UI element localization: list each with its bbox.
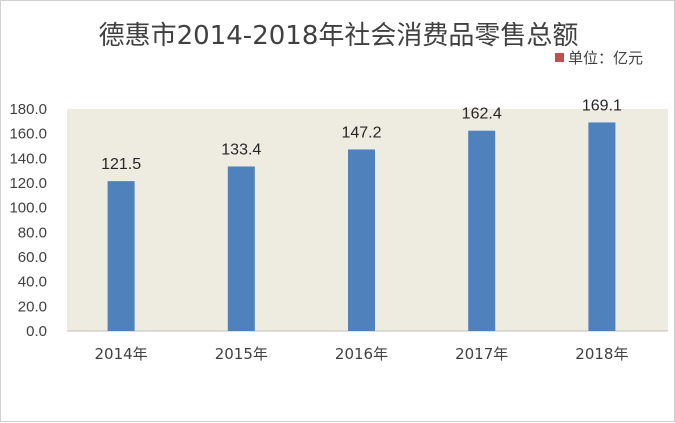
y-tick-label: 0.0 [26,323,47,340]
y-tick-label: 160.0 [9,126,47,143]
x-tick-label: 2014年 [95,345,148,363]
bar [348,149,375,331]
bar [227,166,255,331]
legend-label: 单位：亿元 [568,49,644,67]
data-label: 121.5 [101,156,141,173]
y-tick-label: 40.0 [18,274,47,291]
data-label: 169.1 [582,97,622,114]
y-tick-label: 180.0 [9,101,47,118]
data-label: 133.4 [221,141,261,158]
y-tick-label: 120.0 [9,175,47,192]
bar [588,122,616,332]
y-tick-label: 20.0 [18,298,47,315]
y-tick-label: 140.0 [9,150,47,167]
x-tick-label: 2017年 [455,345,508,363]
bar [107,181,135,331]
data-label: 147.2 [341,124,381,141]
y-tick-label: 100.0 [9,200,47,217]
data-label: 162.4 [462,106,502,123]
x-tick-label: 2015年 [215,345,268,363]
y-tick-label: 80.0 [18,224,47,241]
legend: 单位：亿元 [555,47,643,68]
bar [468,130,496,331]
x-tick-label: 2016年 [335,345,388,363]
chart-title: 德惠市2014-2018年社会消费品零售总额 [98,21,579,51]
x-tick-label: 2018年 [575,345,628,363]
y-tick-label: 60.0 [18,249,47,266]
legend-swatch [555,53,564,62]
